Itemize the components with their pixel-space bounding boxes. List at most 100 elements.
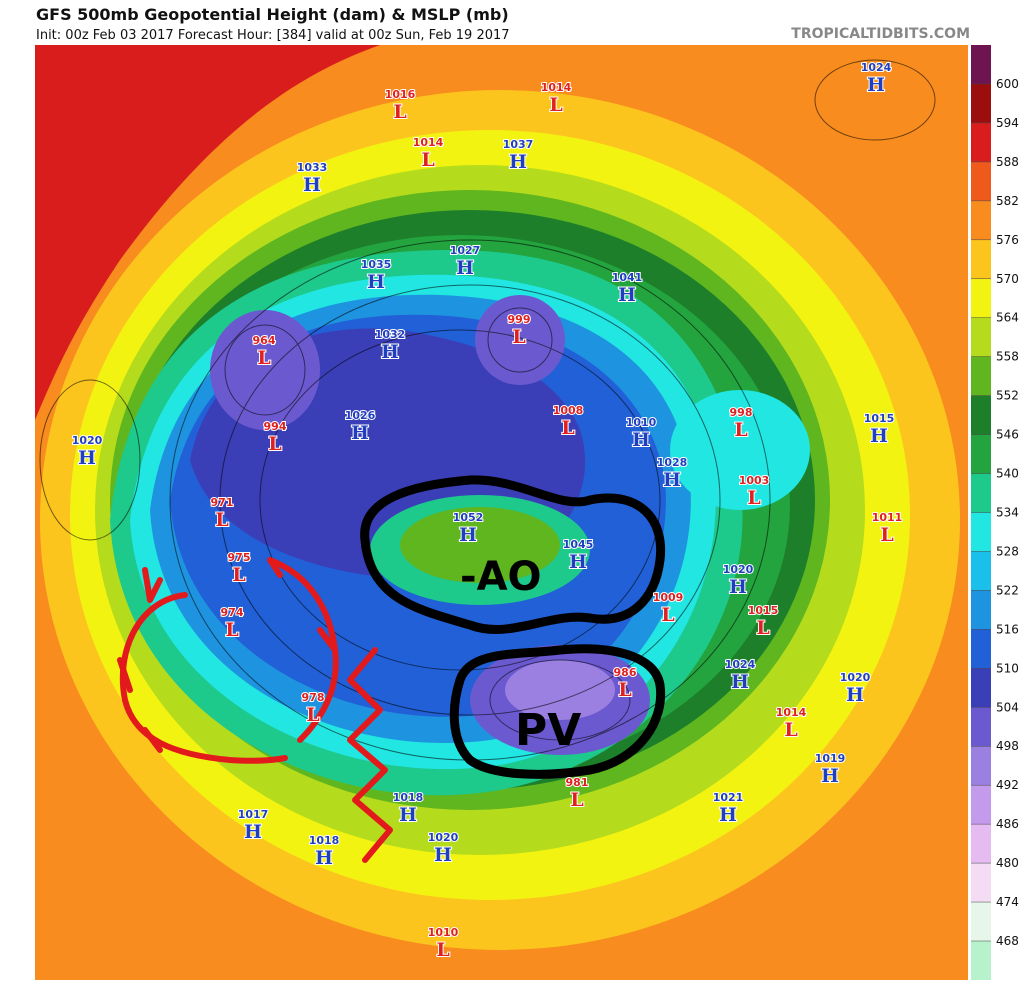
- colorbar-label: 516: [996, 622, 1019, 636]
- colorbar-cell: [971, 200, 991, 240]
- center-value: 1020: [723, 563, 754, 576]
- pv-annotation: PV: [515, 705, 581, 756]
- colorbar-cell: [971, 512, 991, 552]
- colorbar-label: 588: [996, 155, 1019, 169]
- center-kind: H: [381, 341, 399, 363]
- center-kind: H: [729, 576, 747, 598]
- colorbar-cell: [971, 161, 991, 201]
- center-kind: H: [367, 271, 385, 293]
- colorbar-label: 528: [996, 544, 1019, 558]
- center-value: 1032: [375, 328, 406, 341]
- center-kind: L: [421, 149, 434, 171]
- center-value: 1045: [563, 538, 594, 551]
- center-value: 975: [228, 551, 251, 564]
- center-value: 1017: [238, 808, 269, 821]
- center-value: 964: [253, 334, 276, 347]
- colorbar-label: 510: [996, 661, 1019, 675]
- center-value: 999: [508, 313, 531, 326]
- center-value: 1009: [653, 591, 684, 604]
- center-kind: H: [399, 804, 417, 826]
- colorbar-label: 468: [996, 934, 1019, 948]
- center-value: 1033: [297, 161, 328, 174]
- ao-annotation: -AO: [460, 554, 542, 600]
- center-value: 1018: [393, 791, 424, 804]
- center-value: 986: [614, 666, 637, 679]
- center-kind: H: [351, 422, 369, 444]
- colorbar-cell: [971, 473, 991, 513]
- center-value: 1028: [657, 456, 688, 469]
- colorbar-cell: [971, 317, 991, 357]
- colorbar-cell: [971, 590, 991, 630]
- center-kind: L: [215, 509, 228, 531]
- colorbar-label: 486: [996, 817, 1019, 831]
- center-value: 981: [566, 776, 589, 789]
- center-value: 1019: [815, 752, 846, 765]
- colorbar-label: 564: [996, 311, 1019, 325]
- center-kind: L: [232, 564, 245, 586]
- colorbar-cell: [971, 629, 991, 669]
- center-kind: H: [315, 847, 333, 869]
- pressure-centers: 1024H1016L1014L1014L1037H1033H1035H1027H…: [71, 60, 904, 962]
- colorbar-cell: [971, 434, 991, 474]
- colorbar-label: 480: [996, 856, 1019, 870]
- center-kind: L: [880, 524, 893, 546]
- center-value: 1014: [413, 136, 444, 149]
- center-value: 1015: [864, 412, 895, 425]
- colorbar-cell: [971, 746, 991, 786]
- center-value: 1020: [428, 831, 459, 844]
- colorbar-label: 552: [996, 389, 1019, 403]
- center-kind: L: [661, 604, 674, 626]
- colorbar-label: 582: [996, 194, 1019, 208]
- center-kind: H: [821, 765, 839, 787]
- colorbar-label: 534: [996, 506, 1019, 520]
- colorbar-cell: [971, 707, 991, 747]
- colorbar-cell: [971, 239, 991, 279]
- center-kind: L: [393, 101, 406, 123]
- map-field: -AO PV: [35, 45, 968, 980]
- colorbar-label: 540: [996, 467, 1019, 481]
- center-kind: H: [569, 551, 587, 573]
- center-kind: L: [747, 487, 760, 509]
- center-kind: L: [549, 94, 562, 116]
- center-value: 1010: [626, 416, 657, 429]
- center-value: 971: [211, 496, 234, 509]
- center-value: 1010: [428, 926, 459, 939]
- center-kind: L: [257, 347, 270, 369]
- colorbar-label: 594: [996, 116, 1019, 130]
- colorbar-label: 474: [996, 895, 1019, 909]
- center-kind: H: [731, 671, 749, 693]
- center-kind: L: [268, 433, 281, 455]
- center-kind: L: [436, 939, 449, 961]
- center-kind: H: [663, 469, 681, 491]
- center-kind: H: [719, 804, 737, 826]
- center-kind: L: [734, 419, 747, 441]
- title: GFS 500mb Geopotential Height (dam) & MS…: [36, 5, 509, 24]
- colorbar-cell: [971, 278, 991, 318]
- colorbar-label: 522: [996, 583, 1019, 597]
- center-value: 994: [264, 420, 287, 433]
- center-kind: H: [459, 524, 477, 546]
- center-value: 1037: [503, 138, 534, 151]
- center-kind: H: [867, 74, 885, 96]
- center-kind: H: [632, 429, 650, 451]
- center-kind: H: [78, 447, 96, 469]
- colorbar-cell: [971, 395, 991, 435]
- center-value: 1008: [553, 404, 584, 417]
- colorbar-cell: [971, 824, 991, 864]
- center-value: 1035: [361, 258, 392, 271]
- center-value: 978: [302, 691, 325, 704]
- colorbar-cell: [971, 863, 991, 903]
- center-value: 1024: [725, 658, 756, 671]
- colorbar-cell: [971, 785, 991, 825]
- center-value: 1026: [345, 409, 376, 422]
- colorbar: 600 594 588 582 576 570 564 558 552 546 540 534 528 5…: [971, 45, 1019, 980]
- center-kind: H: [618, 284, 636, 306]
- center-value: 1041: [612, 271, 643, 284]
- colorbar-label: 576: [996, 233, 1019, 247]
- center-value: 1020: [840, 671, 871, 684]
- colorbar-cell: [971, 668, 991, 708]
- center-kind: H: [434, 844, 452, 866]
- center-kind: L: [756, 617, 769, 639]
- subtitle: Init: 00z Feb 03 2017 Forecast Hour: [38…: [36, 28, 510, 43]
- center-value: 1014: [776, 706, 807, 719]
